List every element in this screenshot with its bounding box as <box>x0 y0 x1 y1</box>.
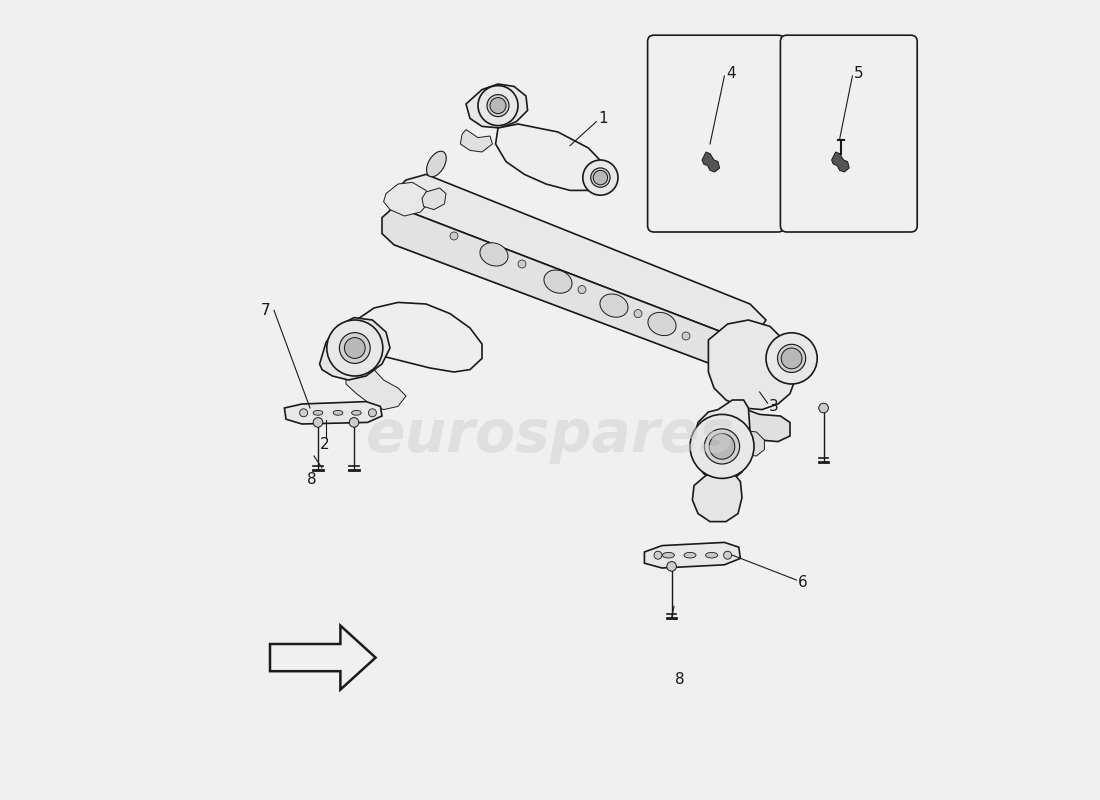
Polygon shape <box>384 182 430 216</box>
Text: 8: 8 <box>307 473 317 487</box>
Circle shape <box>340 333 371 363</box>
Text: 1: 1 <box>598 111 607 126</box>
Text: 8: 8 <box>674 673 684 687</box>
Ellipse shape <box>352 410 361 415</box>
Text: eurospares: eurospares <box>365 407 735 465</box>
Polygon shape <box>694 400 750 482</box>
Polygon shape <box>461 130 493 152</box>
Polygon shape <box>394 174 766 339</box>
Polygon shape <box>496 124 606 190</box>
Circle shape <box>583 160 618 195</box>
Polygon shape <box>744 430 764 456</box>
Polygon shape <box>270 626 375 690</box>
Circle shape <box>724 551 732 559</box>
Polygon shape <box>382 205 757 372</box>
Circle shape <box>450 232 458 240</box>
Circle shape <box>634 310 642 318</box>
Ellipse shape <box>480 242 508 266</box>
Circle shape <box>368 409 376 417</box>
Ellipse shape <box>600 294 628 318</box>
Polygon shape <box>692 470 742 522</box>
Polygon shape <box>285 402 382 424</box>
Polygon shape <box>336 302 482 372</box>
Text: 5: 5 <box>854 66 864 81</box>
Circle shape <box>704 429 739 464</box>
FancyBboxPatch shape <box>648 35 784 232</box>
Ellipse shape <box>705 552 717 558</box>
Polygon shape <box>702 152 719 172</box>
Circle shape <box>818 403 828 413</box>
Circle shape <box>299 409 308 417</box>
Polygon shape <box>645 542 740 568</box>
Circle shape <box>314 418 322 427</box>
Circle shape <box>593 170 607 185</box>
FancyBboxPatch shape <box>780 35 917 232</box>
Ellipse shape <box>333 410 343 415</box>
Ellipse shape <box>684 552 696 558</box>
Polygon shape <box>346 368 406 410</box>
Circle shape <box>690 414 754 478</box>
Circle shape <box>778 344 805 373</box>
Ellipse shape <box>427 151 447 177</box>
Circle shape <box>487 94 509 117</box>
Circle shape <box>490 98 506 114</box>
Text: 7: 7 <box>261 303 270 318</box>
Circle shape <box>578 286 586 294</box>
Polygon shape <box>708 320 796 410</box>
Polygon shape <box>733 408 790 442</box>
Circle shape <box>710 434 735 459</box>
Circle shape <box>349 418 359 427</box>
Text: 4: 4 <box>726 66 736 81</box>
Polygon shape <box>466 84 528 128</box>
Text: 3: 3 <box>769 399 779 414</box>
Circle shape <box>781 348 802 369</box>
Ellipse shape <box>662 552 674 558</box>
Ellipse shape <box>648 312 676 336</box>
Circle shape <box>327 320 383 376</box>
Ellipse shape <box>314 410 322 415</box>
Circle shape <box>654 551 662 559</box>
Circle shape <box>344 338 365 358</box>
Circle shape <box>518 260 526 268</box>
Ellipse shape <box>543 270 572 294</box>
Text: 2: 2 <box>320 438 329 452</box>
Circle shape <box>591 168 611 187</box>
Circle shape <box>766 333 817 384</box>
Polygon shape <box>394 211 740 372</box>
Circle shape <box>478 86 518 126</box>
Polygon shape <box>320 318 390 380</box>
Polygon shape <box>832 152 849 172</box>
Polygon shape <box>422 188 446 210</box>
Text: 6: 6 <box>798 575 807 590</box>
Circle shape <box>682 332 690 340</box>
Circle shape <box>667 562 676 571</box>
